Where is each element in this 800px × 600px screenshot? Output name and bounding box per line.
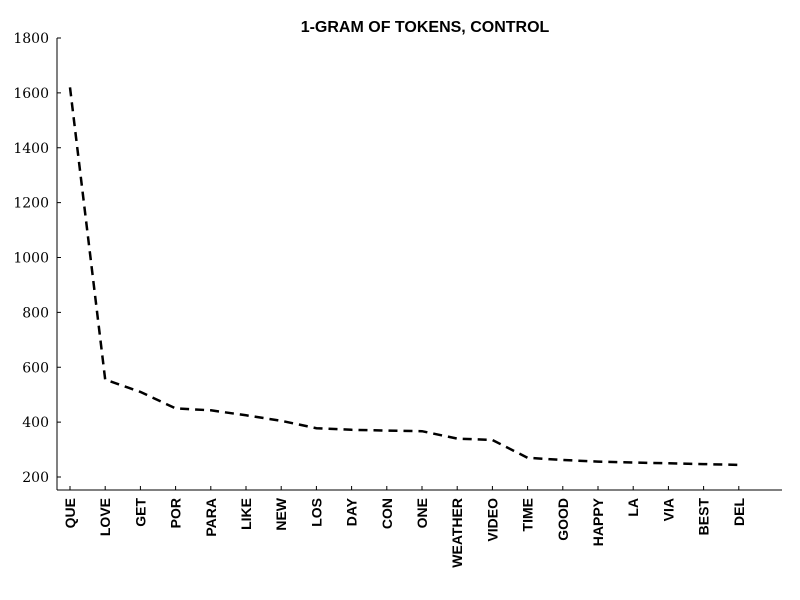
y-tick-label: 600 <box>22 360 49 376</box>
y-axis: 200 400 600 800 1000 1200 1400 1600 1800 <box>13 31 61 490</box>
chart-title: 1-GRAM OF TOKENS, CONTROL <box>301 19 550 36</box>
x-tick-label: BEST <box>696 498 712 536</box>
x-tick-label: LA <box>625 498 641 517</box>
x-tick-label: QUE <box>62 498 78 528</box>
x-tick-label: VIDEO <box>484 498 500 542</box>
x-tick-label: GOOD <box>555 498 571 541</box>
x-tick-label: WEATHER <box>449 498 465 568</box>
x-tick-label: DAY <box>344 497 360 526</box>
x-tick-label: LIKE <box>238 498 254 530</box>
x-tick-label: DEL <box>731 498 747 526</box>
y-tick-label: 1400 <box>13 141 49 157</box>
y-tick-label: 1600 <box>13 86 49 102</box>
x-tick-label: TIME <box>520 498 536 531</box>
series <box>68 87 739 467</box>
x-axis: QUE LOVE GET POR PARA LIKE NEW LOS DAY CON ONE WEAT… <box>57 486 782 568</box>
x-tick-label: HAPPY <box>590 497 606 546</box>
x-tick-label: CON <box>379 498 395 529</box>
x-tick-label: ONE <box>414 498 430 528</box>
x-tick-label: GET <box>132 498 148 527</box>
x-tick-label: NEW <box>273 497 289 530</box>
x-tick-label: LOS <box>308 498 324 527</box>
x-tick-label: PARA <box>203 498 219 537</box>
y-tick-label: 1800 <box>13 31 49 47</box>
series-line <box>68 87 739 467</box>
y-tick-label: 1000 <box>13 251 49 267</box>
y-tick-label: 200 <box>22 470 49 486</box>
y-tick-label: 800 <box>22 305 49 321</box>
x-tick-label: POR <box>168 498 184 528</box>
x-tick-label: VIA <box>660 498 676 521</box>
x-tick-label: LOVE <box>97 498 113 536</box>
y-tick-label: 400 <box>22 415 49 431</box>
y-tick-label: 1200 <box>13 196 49 212</box>
